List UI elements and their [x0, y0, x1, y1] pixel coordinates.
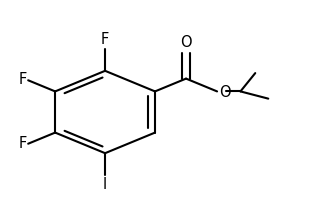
- Text: O: O: [180, 35, 192, 50]
- Text: F: F: [18, 136, 27, 151]
- Text: I: I: [103, 177, 107, 192]
- Text: F: F: [18, 72, 27, 87]
- Text: O: O: [220, 85, 231, 100]
- Text: F: F: [101, 32, 109, 47]
